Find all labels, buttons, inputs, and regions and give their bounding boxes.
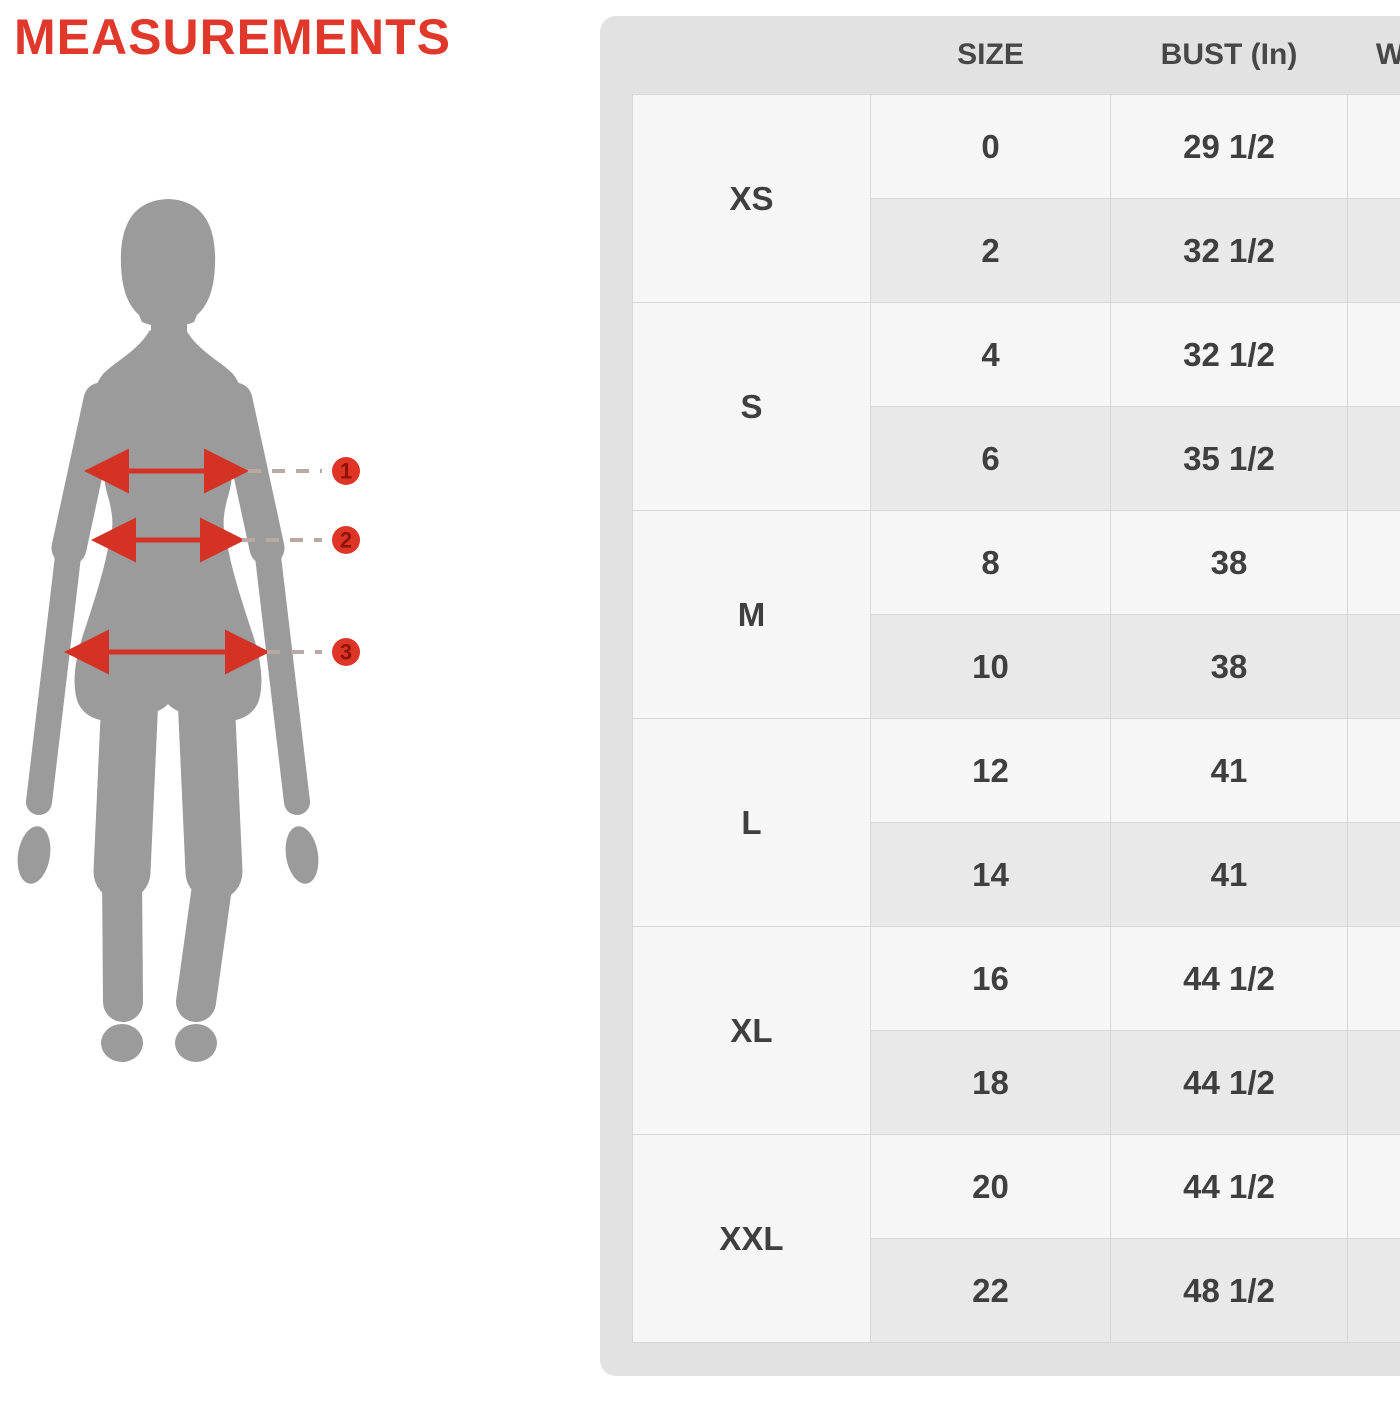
size-cell: 8 — [871, 511, 1111, 615]
bust-cell: 48 1/2 — [1111, 1239, 1348, 1343]
female-body-silhouette — [14, 199, 323, 1062]
waist-cell-cutoff — [1348, 1239, 1400, 1343]
table-row: M 8 38 — [633, 511, 1400, 615]
bust-cell: 44 1/2 — [1111, 927, 1348, 1031]
column-header-empty — [633, 16, 871, 95]
waist-cell-cutoff — [1348, 927, 1400, 1031]
left-upper-arm-shape — [69, 400, 101, 548]
waist-cell-cutoff — [1348, 615, 1400, 719]
waist-cell-cutoff — [1348, 1135, 1400, 1239]
right-foot-shape — [175, 1024, 217, 1062]
header-row: SIZE BUST (In) W — [633, 16, 1400, 95]
size-cell: 14 — [871, 823, 1111, 927]
waist-cell-cutoff — [1348, 1031, 1400, 1135]
bust-cell: 29 1/2 — [1111, 95, 1348, 199]
size-cell: 16 — [871, 927, 1111, 1031]
size-chart-header: SIZE BUST (In) W — [633, 16, 1400, 95]
size-cell: 10 — [871, 615, 1111, 719]
size-cell: 6 — [871, 407, 1111, 511]
bust-cell: 44 1/2 — [1111, 1031, 1348, 1135]
legs — [122, 695, 214, 1002]
size-group-label-l: L — [633, 719, 871, 927]
table-row: XL 16 44 1/2 — [633, 927, 1400, 1031]
size-cell: 2 — [871, 199, 1111, 303]
size-cell: 20 — [871, 1135, 1111, 1239]
body-silhouette-diagram: 1 2 3 — [0, 0, 600, 1400]
size-cell: 18 — [871, 1031, 1111, 1135]
table-row: XS 0 29 1/2 — [633, 95, 1400, 199]
left-forearm-shape — [39, 548, 69, 802]
bust-cell: 35 1/2 — [1111, 407, 1348, 511]
size-cell: 22 — [871, 1239, 1111, 1343]
left-calf-shape — [122, 872, 123, 1002]
right-forearm-shape — [267, 548, 297, 802]
bust-cell: 32 1/2 — [1111, 199, 1348, 303]
left-foot-shape — [101, 1024, 143, 1062]
right-calf-shape — [196, 872, 214, 1002]
measurement-figure: 1 2 3 — [0, 0, 600, 1400]
size-group-label-xxl: XXL — [633, 1135, 871, 1343]
column-header-size: SIZE — [871, 16, 1111, 95]
waist-cell-cutoff — [1348, 511, 1400, 615]
table-row: XXL 20 44 1/2 — [633, 1135, 1400, 1239]
left-thigh-shape — [122, 695, 130, 872]
size-chart-panel: SIZE BUST (In) W XS 0 29 1/2 2 32 1/2 S … — [600, 16, 1400, 1376]
column-header-waist-cutoff: W — [1348, 16, 1400, 95]
right-thigh-shape — [206, 695, 214, 872]
size-cell: 0 — [871, 95, 1111, 199]
measurement-number-badges: 1 2 3 — [332, 457, 360, 666]
hip-marker-number: 3 — [340, 640, 352, 665]
bust-cell: 38 — [1111, 511, 1348, 615]
waist-cell-cutoff — [1348, 719, 1400, 823]
bust-cell: 44 1/2 — [1111, 1135, 1348, 1239]
table-row: L 12 41 — [633, 719, 1400, 823]
bust-cell: 32 1/2 — [1111, 303, 1348, 407]
bust-cell: 41 — [1111, 823, 1348, 927]
right-upper-arm-shape — [235, 400, 267, 548]
size-cell: 4 — [871, 303, 1111, 407]
size-cell: 12 — [871, 719, 1111, 823]
size-group-label-xs: XS — [633, 95, 871, 303]
right-hand-shape — [282, 824, 323, 886]
table-row: S 4 32 1/2 — [633, 303, 1400, 407]
left-hand-shape — [14, 824, 55, 886]
bust-cell: 38 — [1111, 615, 1348, 719]
size-group-label-xl: XL — [633, 927, 871, 1135]
waist-cell-cutoff — [1348, 303, 1400, 407]
waist-cell-cutoff — [1348, 823, 1400, 927]
waist-cell-cutoff — [1348, 199, 1400, 303]
size-chart-table: SIZE BUST (In) W XS 0 29 1/2 2 32 1/2 S … — [632, 16, 1400, 1343]
waist-cell-cutoff — [1348, 95, 1400, 199]
column-header-bust: BUST (In) — [1111, 16, 1348, 95]
bust-marker-number: 1 — [340, 459, 352, 484]
size-group-label-m: M — [633, 511, 871, 719]
waist-cell-cutoff — [1348, 407, 1400, 511]
waist-marker-number: 2 — [340, 528, 352, 553]
bust-cell: 41 — [1111, 719, 1348, 823]
size-group-label-s: S — [633, 303, 871, 511]
